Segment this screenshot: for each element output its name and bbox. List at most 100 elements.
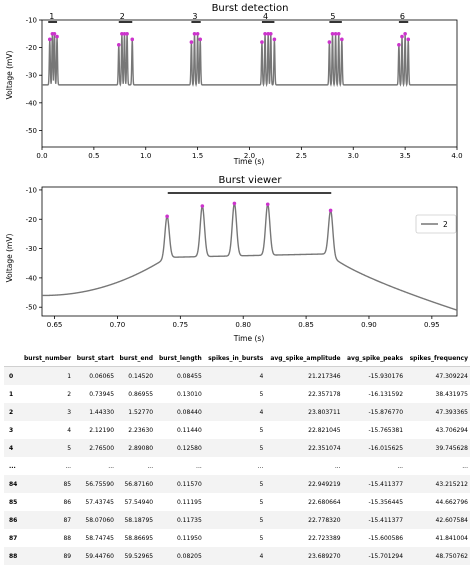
table-cell: ... xyxy=(155,457,204,475)
spike-peak-marker xyxy=(193,32,197,36)
table-cell: -15.930176 xyxy=(343,367,405,386)
y-tick-label: -40 xyxy=(26,99,37,107)
table-cell: 0.13010 xyxy=(155,385,204,403)
table-cell: 58.86695 xyxy=(116,529,155,547)
table-cell: 0.08205 xyxy=(155,547,204,565)
table-cell: 3 xyxy=(20,403,73,421)
column-header: burst_number xyxy=(20,350,73,367)
spike-peak-marker xyxy=(198,38,202,42)
column-header: spikes_in_bursts xyxy=(204,350,266,367)
table-cell: 0.11950 xyxy=(155,529,204,547)
table-cell: 86 xyxy=(20,493,73,511)
table-cell: 5 xyxy=(204,511,266,529)
table-cell: 4 xyxy=(204,367,266,386)
spike-peak-marker xyxy=(196,32,200,36)
table-cell: 0.11195 xyxy=(155,493,204,511)
spike-peak-marker xyxy=(331,32,335,36)
table-cell: -15.600586 xyxy=(343,529,405,547)
column-header: burst_end xyxy=(116,350,155,367)
table-cell: 22.357178 xyxy=(265,385,342,403)
table-cell: 58.18795 xyxy=(116,511,155,529)
column-header: avg_spike_peaks xyxy=(343,350,405,367)
burst-label-1: 1 xyxy=(49,12,54,21)
table-cell: 2.23630 xyxy=(116,421,155,439)
x-tick-label: 0.5 xyxy=(88,152,99,160)
chart1-voltage-trace xyxy=(42,34,457,85)
table-cell: 0.06065 xyxy=(73,367,116,386)
x-tick-label: 4.0 xyxy=(451,152,462,160)
table-cell: 1 xyxy=(4,385,20,403)
table-cell: 21.217346 xyxy=(265,367,342,386)
table-cell: 0.86955 xyxy=(116,385,155,403)
chart2-legend: 2 xyxy=(416,215,456,233)
column-header: burst_start xyxy=(73,350,116,367)
y-tick-label: -50 xyxy=(26,127,37,135)
table-cell: ... xyxy=(265,457,342,475)
table-cell: ... xyxy=(4,457,20,475)
table-cell: 2.89080 xyxy=(116,439,155,457)
plot-frame xyxy=(42,187,457,316)
x-tick-label: 0.0 xyxy=(36,152,47,160)
table-cell: 2.12190 xyxy=(73,421,116,439)
spike-peak-marker xyxy=(53,32,57,36)
table-cell: 22.351074 xyxy=(265,439,342,457)
spike-peak-marker xyxy=(328,40,332,44)
table-cell: 87 xyxy=(4,529,20,547)
table-cell: 47.393365 xyxy=(405,403,470,421)
spike-peak-marker xyxy=(337,32,341,36)
table-cell: 22.680664 xyxy=(265,493,342,511)
burst-label-6: 6 xyxy=(400,12,405,21)
spike-peak-marker xyxy=(48,38,52,42)
table-cell: 47.309224 xyxy=(405,367,470,386)
chart1-title: Burst detection xyxy=(212,3,289,14)
y-tick-label: -50 xyxy=(26,304,37,312)
spike-peak-marker xyxy=(329,209,333,213)
column-header: burst_length xyxy=(155,350,204,367)
chart1-y-label: Voltage (mV) xyxy=(5,51,14,100)
plot-frame xyxy=(42,20,457,147)
table-cell: 58.07060 xyxy=(73,511,116,529)
spike-peak-marker xyxy=(190,40,194,44)
table-cell: ... xyxy=(405,457,470,475)
chart1-spike-peaks xyxy=(48,32,410,47)
table-cell: -16.015625 xyxy=(343,439,405,457)
table-cell: 22.723389 xyxy=(265,529,342,547)
table-cell: 23.803711 xyxy=(265,403,342,421)
table-cell: 0.14520 xyxy=(116,367,155,386)
table-cell: 3 xyxy=(4,421,20,439)
table-cell: -15.411377 xyxy=(343,511,405,529)
table-cell: ... xyxy=(116,457,155,475)
spike-peak-marker xyxy=(334,32,338,36)
spike-peak-marker xyxy=(269,32,273,36)
table-cell: 1.52770 xyxy=(116,403,155,421)
table-cell: ... xyxy=(73,457,116,475)
table-cell: 5 xyxy=(204,493,266,511)
table-cell: -15.356445 xyxy=(343,493,405,511)
table-cell: 0.11735 xyxy=(155,511,204,529)
table-cell: 4 xyxy=(204,547,266,565)
x-tick-label: 0.65 xyxy=(47,321,63,329)
chart2-spike-peaks xyxy=(165,202,332,219)
table-cell: 0.08440 xyxy=(155,403,204,421)
x-tick-label: 0.80 xyxy=(235,321,251,329)
chart2-y-label: Voltage (mV) xyxy=(5,234,14,283)
chart2-x-label: Time (s) xyxy=(233,334,265,343)
x-tick-label: 0.70 xyxy=(110,321,126,329)
table-cell: 59.52965 xyxy=(116,547,155,565)
table-cell: 85 xyxy=(4,493,20,511)
chart2-title: Burst viewer xyxy=(219,175,283,186)
y-tick-label: -10 xyxy=(26,186,37,194)
table-cell: 2 xyxy=(20,385,73,403)
spike-peak-marker xyxy=(266,202,270,206)
